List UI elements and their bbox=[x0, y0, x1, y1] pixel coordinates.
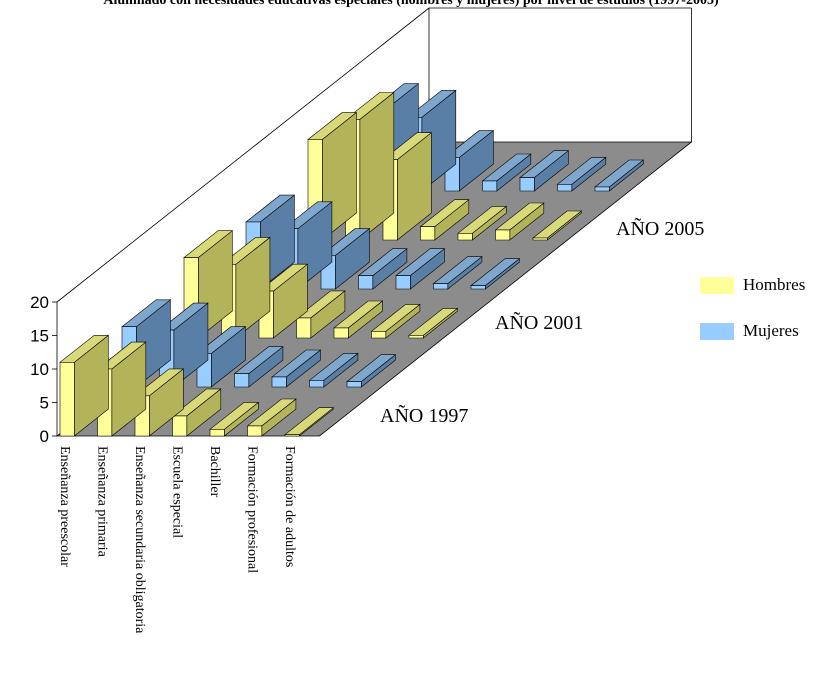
category-label: Enseñanza primaria bbox=[95, 446, 110, 558]
bar-hombres-2005-7 bbox=[532, 210, 583, 241]
bar-hombres-1997-6 bbox=[246, 398, 297, 437]
bar-hombres-1997-4 bbox=[171, 388, 222, 437]
series-row-label: AÑO 2001 bbox=[495, 310, 583, 334]
bar-front bbox=[284, 434, 300, 437]
bar-front bbox=[557, 184, 573, 192]
category-label: Enseñanza secundaria obligatoria bbox=[132, 446, 147, 634]
chart-bars bbox=[59, 83, 645, 437]
y-tick-label: 15 bbox=[30, 327, 49, 346]
bar-hombres-2001-6 bbox=[370, 303, 421, 339]
bar-front bbox=[408, 334, 424, 339]
bar-mujeres-2005-5 bbox=[519, 150, 570, 192]
bar-front bbox=[482, 180, 498, 192]
legend-label-hombres: Hombres bbox=[743, 275, 806, 294]
bar-front bbox=[470, 285, 486, 290]
bar-front bbox=[309, 379, 325, 388]
bar-hombres-2005-4 bbox=[419, 199, 470, 241]
bar-front bbox=[532, 237, 548, 241]
bar-front bbox=[395, 275, 411, 290]
bar-hombres-2001-7 bbox=[408, 307, 459, 339]
bar-front bbox=[519, 177, 535, 192]
category-label: Enseñanza preescolar bbox=[57, 446, 72, 567]
category-label: Formación profesional bbox=[245, 446, 260, 573]
bar-front bbox=[594, 186, 610, 192]
bar-hombres-1997-1 bbox=[59, 334, 110, 437]
bar-hombres-2001-5 bbox=[333, 300, 384, 339]
bar-front bbox=[333, 327, 349, 339]
y-tick-label: 20 bbox=[30, 293, 49, 312]
bar-front bbox=[346, 381, 362, 388]
bar-front bbox=[358, 275, 374, 290]
bar-front bbox=[420, 226, 436, 241]
bar-hombres-2005-5 bbox=[457, 205, 508, 241]
bar-hombres-1997-5 bbox=[209, 401, 260, 437]
bar-front bbox=[433, 283, 449, 290]
legend: Hombres Mujeres bbox=[700, 272, 805, 364]
bar-mujeres-1997-2 bbox=[158, 302, 209, 388]
category-labels: Enseñanza preescolar Enseñanza primaria En… bbox=[57, 446, 297, 634]
series-row-label: AÑO 1997 bbox=[380, 403, 468, 427]
y-tick-label: 5 bbox=[40, 394, 49, 413]
side-wall-top-edge bbox=[56, 7, 430, 303]
bar-mujeres-2005-3 bbox=[444, 129, 495, 192]
bar-mujeres-2001-4 bbox=[357, 248, 408, 290]
y-tick-label: 10 bbox=[30, 360, 49, 379]
bar-mujeres-2001-5 bbox=[395, 248, 446, 290]
legend-item-hombres: Hombres bbox=[700, 272, 805, 298]
bar-mujeres-2001-7 bbox=[470, 258, 521, 290]
series-row-labels: AÑO 1997 AÑO 2001 AÑO 2005 bbox=[380, 216, 704, 427]
series-row-label: AÑO 2005 bbox=[616, 216, 704, 240]
bar-mujeres-2001-6 bbox=[432, 256, 483, 290]
legend-label-mujeres: Mujeres bbox=[743, 321, 799, 340]
category-label: Escuela especial bbox=[170, 446, 185, 538]
bar-front bbox=[172, 415, 188, 437]
bar-front bbox=[247, 425, 263, 437]
bar-mujeres-2005-6 bbox=[556, 156, 607, 192]
category-label: Formación de adultos bbox=[282, 446, 297, 567]
bar-front bbox=[457, 233, 473, 241]
bar-front bbox=[59, 361, 75, 437]
bar-front bbox=[234, 373, 250, 388]
bar-front bbox=[495, 229, 511, 241]
bar-mujeres-2005-7 bbox=[594, 159, 645, 192]
bar-mujeres-1997-5 bbox=[271, 349, 322, 388]
bar-front bbox=[209, 428, 225, 437]
bar-front bbox=[371, 330, 387, 339]
legend-swatch-hombres bbox=[700, 276, 734, 294]
legend-item-mujeres: Mujeres bbox=[700, 318, 805, 344]
bar-hombres-1997-7 bbox=[284, 407, 335, 437]
value-axis: 0 5 10 15 20 bbox=[30, 293, 57, 446]
bar-mujeres-1997-6 bbox=[308, 352, 359, 388]
bar-hombres-2001-4 bbox=[295, 290, 346, 339]
y-tick-label: 0 bbox=[40, 427, 49, 446]
bar-front bbox=[296, 317, 312, 339]
bar-mujeres-2005-4 bbox=[481, 153, 532, 192]
bar-hombres-2005-6 bbox=[494, 202, 545, 241]
chart-title: Alumnado con necesidades educativas espe… bbox=[103, 0, 719, 8]
bar-front bbox=[271, 376, 287, 388]
bar-mujeres-1997-7 bbox=[346, 354, 397, 388]
category-label: Bachiller bbox=[207, 446, 222, 498]
bar-mujeres-1997-4 bbox=[233, 346, 284, 388]
legend-swatch-mujeres bbox=[700, 322, 734, 340]
